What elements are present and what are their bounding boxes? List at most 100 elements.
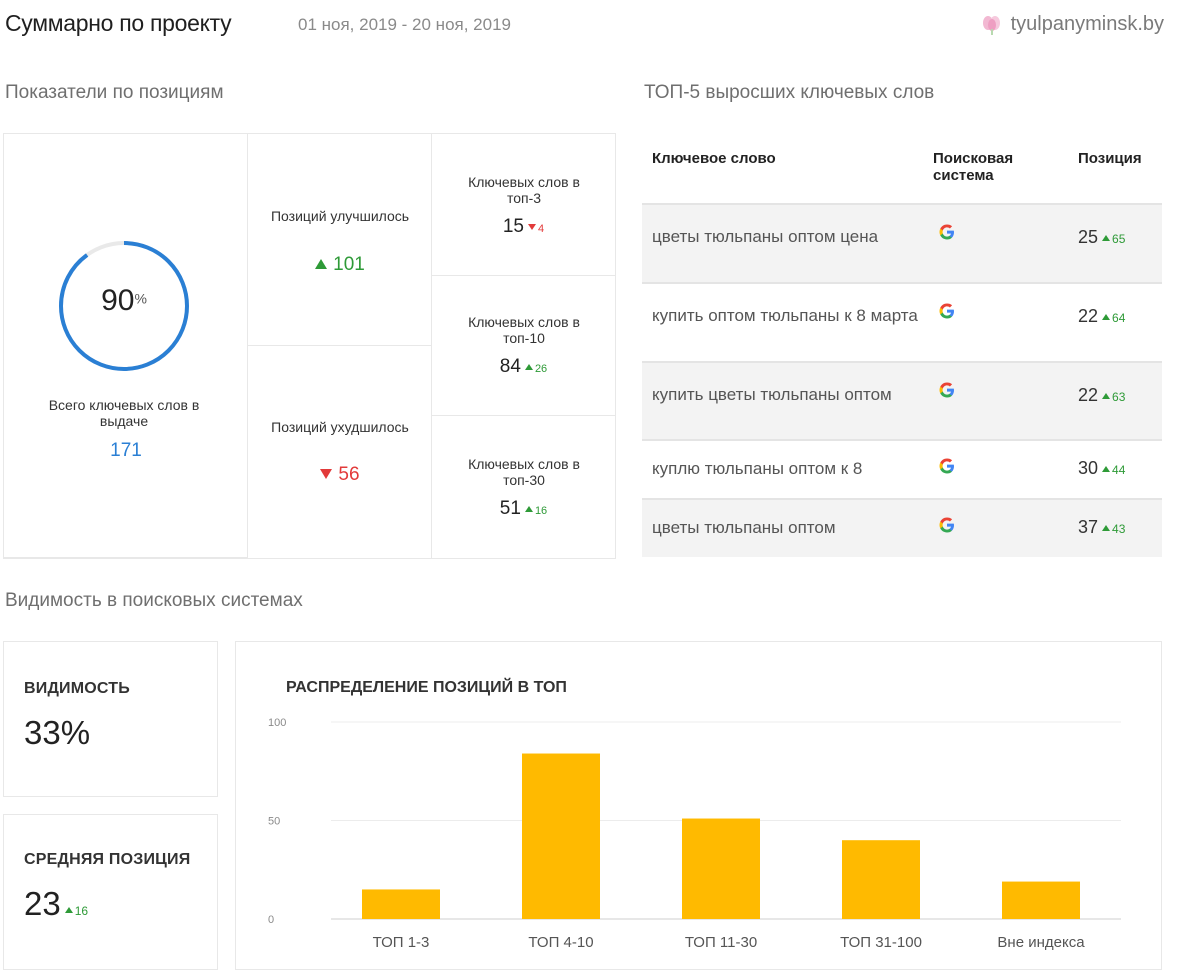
position-delta: 43 [1112,522,1126,536]
bar-3[interactable] [842,840,920,919]
top10-value-wrap: 84 26 [432,356,615,378]
position-value: 22 [1078,306,1099,326]
arrow-up-icon [315,259,328,269]
worsened-value: 56 [338,464,360,485]
col-keyword[interactable]: Ключевое слово [652,150,776,167]
flower-icon [982,15,1000,35]
google-icon [939,303,954,319]
position-delta: 65 [1112,232,1126,246]
keyword-row[interactable]: цветы тюльпаны оптом 37 43 [642,498,1162,557]
avg-position-label: СРЕДНЯЯ ПОЗИЦИЯ [24,851,191,868]
worsened-value-wrap: 56 [248,464,432,486]
avg-position-card: СРЕДНЯЯ ПОЗИЦИЯ 23 16 [3,814,218,970]
position-delta: 63 [1112,390,1126,404]
top3-value-wrap: 15 4 [432,216,615,238]
top30-label: Ключевых слов в топ-30 [468,456,580,488]
improved-label: Позиций улучшилось [270,208,410,224]
bar-4[interactable] [1002,881,1080,919]
x-tick-label: ТОП 31-100 [840,934,922,951]
chart-title: РАСПРЕДЕЛЕНИЕ ПОЗИЦИЙ В ТОП [286,679,567,696]
keyword-position: 22 64 [1078,306,1125,327]
gauge-ring [59,241,189,371]
total-value: 171 [110,440,142,461]
site-link[interactable]: tyulpanyminsk.by [981,13,1164,36]
position-delta: 64 [1112,311,1126,325]
arrow-up-icon [1102,235,1111,241]
y-tick-label: 50 [268,816,280,828]
gauge-cell: 90% Всего ключевых слов в выдаче 171 [4,134,248,558]
position-value: 25 [1078,227,1099,247]
arrow-down-icon [528,224,536,230]
improved-value-wrap: 101 [248,254,432,276]
total-label: Всего ключевых слов в выдаче [48,397,200,429]
arrow-up-icon [524,364,533,370]
arrow-up-icon [1102,466,1111,472]
x-tick-label: ТОП 1-3 [373,934,430,951]
keyword-position: 30 44 [1078,458,1125,479]
top5-section-title: ТОП-5 выросших ключевых слов [644,82,935,103]
keyword-text: куплю тюльпаны оптом к 8 [652,459,863,478]
bar-2[interactable] [682,818,760,919]
top30-cell: Ключевых слов в топ-30 51 16 [432,416,615,558]
top10-delta: 26 [534,363,548,375]
keyword-position: 25 65 [1078,227,1125,248]
keyword-position: 22 63 [1078,385,1125,406]
worsened-label: Позиций ухудшилось [271,419,409,435]
position-delta: 44 [1112,463,1126,477]
top10-value: 84 [499,356,521,377]
x-tick-label: ТОП 4-10 [528,934,593,951]
chart-card: РАСПРЕДЕЛЕНИЕ ПОЗИЦИЙ В ТОП 0 50 100 ТОП 1-… [235,641,1162,970]
position-value: 37 [1078,517,1099,537]
gauge-percent: 90 [101,284,135,317]
x-tick-label: Вне индекса [997,934,1085,951]
top3-label: Ключевых слов в топ-3 [468,174,580,206]
keyword-row[interactable]: цветы тюльпаны оптом цена 25 65 [642,203,1162,282]
bar-0[interactable] [362,889,440,919]
position-value: 22 [1078,385,1099,405]
bar-1[interactable] [522,753,600,919]
top10-cell: Ключевых слов в топ-10 84 26 [432,276,615,416]
keyword-text: цветы тюльпаны оптом [652,518,836,537]
keyword-row[interactable]: куплю тюльпаны оптом к 8 30 44 [642,439,1162,498]
improved-cell: Позиций улучшилось 101 [248,134,432,346]
top3-cell: Ключевых слов в топ-3 15 4 [432,134,615,276]
arrow-up-icon [1102,314,1111,320]
x-tick-label: ТОП 11-30 [685,934,757,951]
google-icon [939,517,954,533]
date-range[interactable]: 01 ноя, 2019 - 20 ноя, 2019 [298,15,511,34]
keyword-text: купить оптом тюльпаны к 8 марта [652,306,918,325]
keyword-row[interactable]: купить оптом тюльпаны к 8 марта 22 64 [642,282,1162,361]
col-engine[interactable]: Поисковая система [933,150,1014,184]
improved-value: 101 [333,254,365,275]
google-icon [939,458,954,474]
top3-value: 15 [502,216,524,237]
visibility-value: 33% [24,714,91,751]
bar-chart: 0 50 100 ТОП 1-3 ТОП 4-10 ТОП 11-30 ТОП 31-100… [268,717,1121,951]
top3-delta: 4 [538,223,545,235]
positions-section-title: Показатели по позициям [5,82,224,103]
col-position[interactable]: Позиция [1078,150,1142,167]
position-value: 30 [1078,458,1099,478]
keyword-text: цветы тюльпаны оптом цена [652,227,879,246]
arrow-up-icon [1102,525,1111,531]
site-name: tyulpanyminsk.by [1010,13,1164,35]
visibility-label: ВИДИМОСТЬ [24,680,130,697]
keyword-position: 37 43 [1078,517,1125,538]
worsened-cell: Позиций ухудшилось 56 [248,346,432,558]
top30-value: 51 [499,498,521,519]
top10-label: Ключевых слов в топ-10 [468,314,580,346]
page-title: Суммарно по проекту [5,10,232,36]
top30-value-wrap: 51 16 [432,498,615,520]
avg-position-value-wrap: 23 16 [24,885,88,923]
keyword-text: купить цветы тюльпаны оптом [652,385,892,404]
arrow-up-icon [524,506,533,512]
avg-position-value: 23 [24,885,61,922]
visibility-section-title: Видимость в поисковых системах [5,590,303,611]
visibility-card: ВИДИМОСТЬ 33% [3,641,218,797]
gauge-value: 90% [56,284,192,318]
positions-card: 90% Всего ключевых слов в выдаче 171 Поз… [3,133,616,559]
keyword-row[interactable]: купить цветы тюльпаны оптом 22 63 [642,361,1162,439]
gauge-percent-sign: % [134,290,147,307]
arrow-up-icon [1102,393,1111,399]
y-tick-label: 0 [268,914,274,926]
